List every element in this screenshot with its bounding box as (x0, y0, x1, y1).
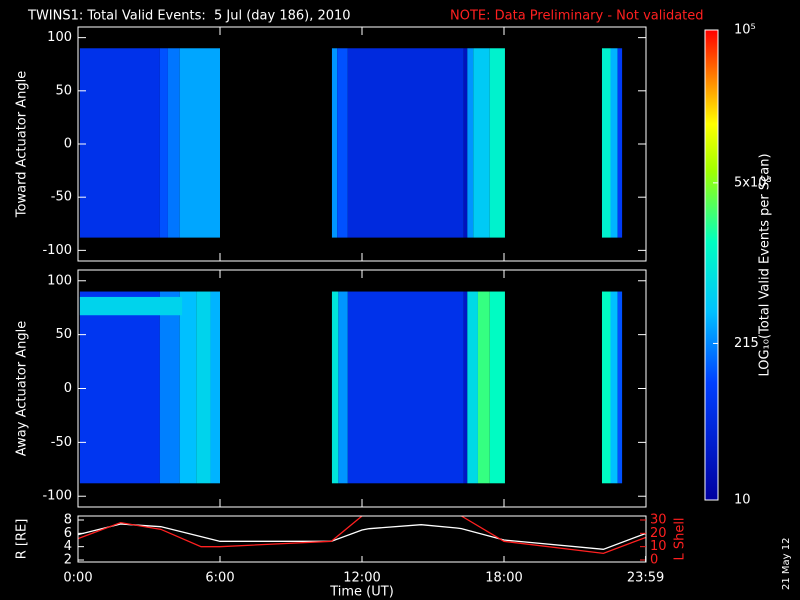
spectrogram-column (337, 48, 348, 238)
spectrogram-column (463, 291, 468, 484)
x-tick-label: 6:00 (205, 571, 234, 586)
spectrogram-column (167, 48, 180, 238)
spectrogram-column (79, 291, 160, 484)
stamp: 21 May 12 (781, 538, 792, 590)
spectrogram-column (179, 48, 220, 238)
spectrogram-column (473, 48, 490, 238)
spectrogram-column (331, 291, 339, 484)
x-tick-label: 18:00 (485, 571, 522, 586)
spectrogram-column (489, 291, 505, 484)
spectrogram-column (617, 48, 623, 238)
spectrogram-column (610, 291, 618, 484)
y2-tick-label: 0 (650, 553, 658, 568)
x-tick-label: 12:00 (343, 571, 380, 586)
title: TWINS1: Total Valid Events: 5 Jul (day 1… (27, 9, 351, 24)
y-tick-label: -50 (51, 435, 72, 450)
spectrogram-column (601, 48, 611, 238)
y2-axis-label: L Shell (673, 517, 688, 560)
spectrogram-column (601, 291, 611, 484)
spectrogram-column (196, 291, 211, 484)
y-tick-label: 0 (64, 381, 72, 396)
y-axis-label: R [RE] (15, 519, 30, 560)
spectrogram-column (331, 48, 338, 238)
y-tick-label: 8 (64, 513, 72, 528)
y-axis-label: Away Actuator Angle (15, 321, 30, 456)
spectrogram-column (610, 48, 618, 238)
axes-frame (77, 515, 647, 563)
colorbar-tick-label: 5x10³ (734, 175, 772, 190)
spectrogram-column (467, 48, 474, 238)
colorbar-tick-label: 10⁵ (734, 23, 756, 38)
y-tick-label: -50 (51, 190, 72, 205)
spectrogram-column (489, 48, 505, 238)
spectrogram-column (347, 48, 464, 238)
y-tick-label: 0 (64, 137, 72, 152)
x-axis-label: Time (UT) (329, 585, 394, 600)
y-tick-label: 50 (55, 83, 72, 98)
y-axis-label: Toward Actuator Angle (15, 71, 30, 218)
y-tick-label: -100 (42, 243, 72, 258)
y-tick-label: 2 (64, 553, 72, 568)
y2-tick-label: 20 (650, 526, 667, 541)
note: NOTE: Data Preliminary - Not validated (450, 9, 704, 24)
series-line (77, 515, 647, 554)
spectrogram-column (179, 291, 197, 484)
y-tick-label: 100 (47, 30, 72, 45)
spectrogram-column (617, 291, 623, 484)
y-tick-label: 6 (64, 526, 72, 541)
spectrogram-column (467, 291, 478, 484)
spectrogram-column (159, 48, 168, 238)
spectrogram-column (477, 291, 490, 484)
spectrogram-column (210, 291, 220, 484)
y-tick-label: 100 (47, 273, 72, 288)
spectrogram-column (159, 291, 180, 484)
spectrogram-patch (79, 296, 183, 316)
y-tick-label: 4 (64, 539, 72, 554)
spectrogram-column (347, 291, 464, 484)
x-tick-label: 0:00 (63, 571, 92, 586)
y-tick-label: -100 (42, 489, 72, 504)
y-tick-label: 50 (55, 327, 72, 342)
series-line (77, 523, 647, 550)
y2-tick-label: 10 (650, 539, 667, 554)
colorbar-tick-label: 215 (734, 336, 759, 351)
colorbar-label: LOG₁₀(Total Valid Events per Scan) (758, 153, 773, 376)
colorbar-tick-label: 10 (734, 493, 751, 508)
spectrogram-column (338, 291, 348, 484)
x-tick-label: 23:59 (627, 571, 664, 586)
colorbar (704, 29, 719, 501)
spectrogram-column (79, 48, 160, 238)
y2-tick-label: 30 (650, 513, 667, 528)
spectrogram-column (463, 48, 468, 238)
